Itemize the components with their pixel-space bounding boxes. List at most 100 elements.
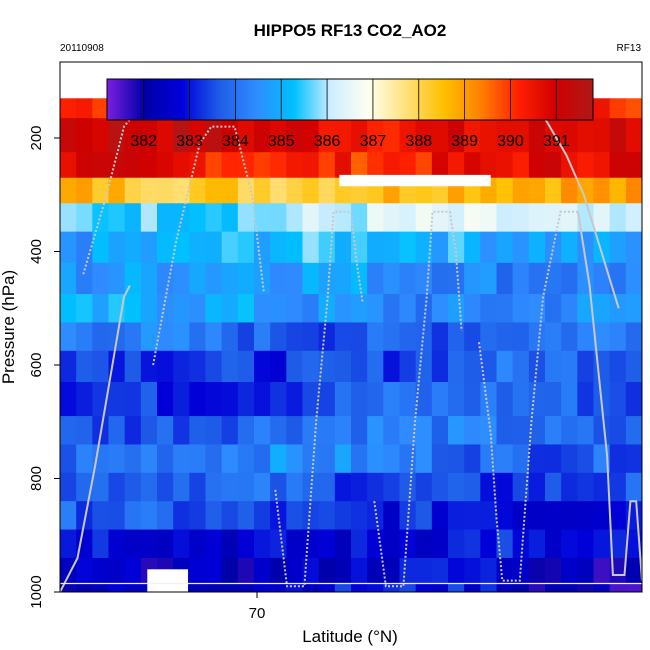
heatmap-cell <box>205 231 223 264</box>
heatmap-cell <box>625 322 642 352</box>
heatmap-cell <box>237 203 255 233</box>
heatmap-cell <box>254 231 271 264</box>
heatmap-cell <box>480 294 498 324</box>
heatmap-cell <box>448 350 465 383</box>
heatmap-cell <box>302 583 320 592</box>
heatmap-cell <box>561 322 578 352</box>
heatmap-cell <box>140 444 158 474</box>
heatmap-cell <box>496 583 514 592</box>
heatmap-cell <box>254 322 271 352</box>
heatmap-cell <box>76 350 93 383</box>
heatmap-cell <box>528 444 546 474</box>
heatmap-cell <box>124 294 142 324</box>
heatmap-cell <box>270 262 287 295</box>
heatmap-cell <box>609 416 627 446</box>
heatmap-cell <box>173 416 190 446</box>
heatmap-cell <box>464 583 481 592</box>
heatmap-cell <box>76 152 93 179</box>
heatmap-cell <box>334 382 352 417</box>
colorbar-tick-label: 386 <box>314 133 341 150</box>
heatmap-cell <box>140 322 158 352</box>
heatmap-cell <box>334 322 352 352</box>
heatmap-cell <box>415 501 433 531</box>
heatmap-cell <box>334 444 352 474</box>
heatmap-cell <box>448 501 465 531</box>
heatmap-cell <box>577 118 595 153</box>
heatmap-cell <box>415 529 433 559</box>
heatmap-cell <box>318 557 336 585</box>
y-tick-label: 1000 <box>28 575 45 608</box>
heatmap-cell <box>577 322 595 352</box>
heatmap-cell <box>383 118 401 153</box>
heatmap-cell <box>189 416 207 446</box>
heatmap-cell <box>383 294 401 324</box>
heatmap-cell <box>528 472 546 502</box>
heatmap-cell <box>480 472 498 502</box>
heatmap-cell <box>237 472 255 502</box>
heatmap-cell <box>334 203 352 233</box>
heatmap-cell <box>480 557 498 585</box>
heatmap-cell <box>496 231 514 264</box>
heatmap-cell <box>92 529 110 559</box>
heatmap-cell <box>108 262 126 295</box>
heatmap-cell <box>351 382 368 417</box>
heatmap-cell <box>270 416 287 446</box>
heatmap-cell <box>237 557 255 585</box>
heatmap-cell <box>593 557 611 585</box>
heatmap-cell <box>351 350 368 383</box>
heatmap-cell <box>76 98 93 119</box>
heatmap-cell <box>286 152 304 179</box>
heatmap-cell <box>108 416 126 446</box>
heatmap-cell <box>351 231 368 264</box>
heatmap-cell <box>512 350 530 383</box>
heatmap-cell <box>221 203 239 233</box>
heatmap-cell <box>124 382 142 417</box>
colorbar-tick-label: 383 <box>176 133 203 150</box>
heatmap-cell <box>302 152 320 179</box>
heatmap-cell <box>140 294 158 324</box>
heatmap-cell <box>625 231 642 264</box>
heatmap-cell <box>431 557 449 585</box>
heatmap-cell <box>270 472 287 502</box>
heatmap-cell <box>383 231 401 264</box>
heatmap-cell <box>609 382 627 417</box>
heatmap-cell <box>609 557 627 585</box>
heatmap-cell <box>302 118 320 153</box>
x-axis: 70 <box>249 592 265 622</box>
heatmap-cell <box>480 583 498 592</box>
heatmap-cell <box>496 557 514 585</box>
colorbar-tick-label: 382 <box>130 133 157 150</box>
heatmap-cell <box>92 118 110 153</box>
heatmap-cell <box>302 294 320 324</box>
heatmap-cell <box>92 294 110 324</box>
heatmap-cell <box>189 118 207 153</box>
heatmap-cell <box>92 350 110 383</box>
colorbar-tick-label: 391 <box>543 133 570 150</box>
heatmap-cell <box>334 557 352 585</box>
heatmap-cell <box>76 416 93 446</box>
heatmap-cell <box>221 294 239 324</box>
heatmap-cell <box>302 322 320 352</box>
heatmap-cell <box>270 177 287 204</box>
heatmap-cell <box>431 501 449 531</box>
heatmap-cell <box>237 322 255 352</box>
heatmap-cell <box>496 177 514 204</box>
heatmap-cell <box>545 322 562 352</box>
heatmap-cell <box>399 501 417 531</box>
heatmap-cell <box>383 583 401 592</box>
heatmap-cell <box>609 472 627 502</box>
heatmap-cell <box>383 262 401 295</box>
heatmap-cell <box>448 203 465 233</box>
heatmap-cell <box>496 382 514 417</box>
heatmap-cell <box>237 118 255 153</box>
heatmap-cell <box>561 583 578 592</box>
heatmap-cell <box>561 350 578 383</box>
heatmap-cell <box>383 382 401 417</box>
heatmap-cell <box>237 152 255 179</box>
heatmap-cell <box>286 583 304 592</box>
heatmap-cell <box>609 350 627 383</box>
heatmap-cell <box>270 583 287 592</box>
heatmap-cell <box>480 416 498 446</box>
heatmap-cell <box>108 444 126 474</box>
heatmap-cell <box>625 177 642 204</box>
